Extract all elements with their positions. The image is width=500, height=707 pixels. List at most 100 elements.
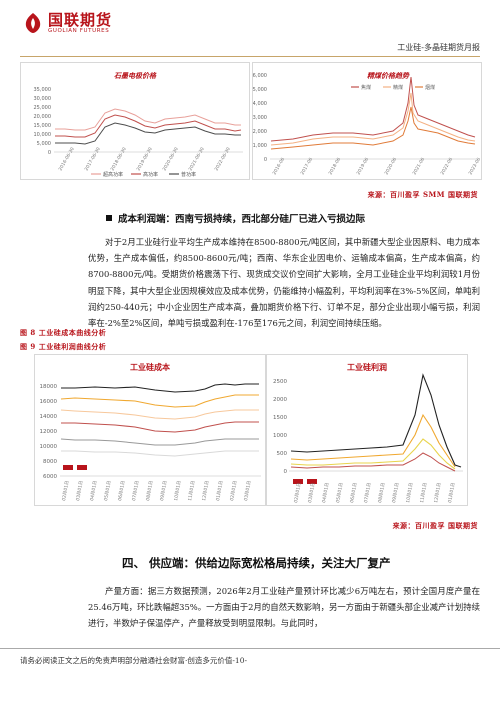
svg-text:1,000: 1,000 — [253, 143, 267, 149]
figure-caption: 图 9 工业硅利润曲线分析 — [20, 342, 107, 351]
svg-text:03月01日: 03月01日 — [307, 482, 316, 503]
svg-text:06月01日: 06月01日 — [349, 482, 358, 503]
svg-text:30,000: 30,000 — [34, 96, 52, 102]
svg-text:2019-06-30: 2019-06-30 — [136, 146, 154, 172]
svg-text:05月01日: 05月01日 — [335, 482, 344, 503]
series-line — [60, 438, 259, 446]
svg-text:2021-06: 2021-06 — [412, 157, 427, 176]
series-line — [61, 450, 259, 457]
svg-text:0: 0 — [48, 150, 51, 156]
footer-disclaimer: 请务必阅读正文之后的免责声明部分融通社会财富·创造多元价值-10- — [20, 656, 247, 665]
svg-text:08月01日: 08月01日 — [145, 480, 154, 501]
svg-text:6,000: 6,000 — [253, 73, 267, 79]
logo-mark-icon — [25, 13, 41, 33]
series-line — [290, 373, 462, 468]
svg-text:2023-06: 2023-06 — [468, 157, 481, 176]
logo-en-text: GUOLIAN FUTURES — [48, 28, 110, 34]
svg-text:4,000: 4,000 — [253, 101, 267, 107]
svg-text:2,000: 2,000 — [253, 129, 267, 135]
legend: 焦煤 精煤 烟煤 — [351, 84, 435, 91]
y-axis-ticks: 6,000 5,000 4,000 3,000 2,000 1,000 0 — [253, 73, 267, 163]
svg-text:烟煤: 烟煤 — [425, 84, 435, 91]
svg-text:5,000: 5,000 — [253, 87, 267, 93]
svg-text:10月01日: 10月01日 — [173, 480, 182, 501]
svg-text:02月01日: 02月01日 — [229, 480, 238, 501]
svg-text:09月01日: 09月01日 — [391, 482, 400, 503]
svg-text:16000: 16000 — [40, 399, 58, 405]
report-title: 工业硅-多晶硅期货月报 — [397, 43, 480, 52]
svg-text:2000: 2000 — [273, 397, 287, 403]
svg-text:12月01日: 12月01日 — [201, 480, 210, 501]
series-line — [270, 76, 476, 142]
svg-text:6000: 6000 — [43, 474, 57, 480]
svg-text:12000: 12000 — [40, 429, 58, 435]
legend-swatch — [77, 465, 87, 470]
company-logo: 国联期货 GUOLIAN FUTURES — [22, 12, 112, 34]
svg-text:500: 500 — [277, 451, 288, 457]
svg-text:12月01日: 12月01日 — [433, 482, 442, 503]
series-line — [290, 413, 456, 468]
svg-text:09月01日: 09月01日 — [159, 480, 168, 501]
svg-text:1000: 1000 — [273, 433, 287, 439]
svg-text:3,000: 3,000 — [253, 115, 267, 121]
y-axis-ticks: 18000 16000 14000 12000 10000 8000 6000 — [40, 384, 58, 480]
x-axis-ticks: 02月01日 03月01日 04月01日 05月01日 06月01日 07月01… — [293, 482, 456, 503]
footer-divider — [0, 648, 500, 649]
svg-text:03月01日: 03月01日 — [75, 480, 84, 501]
svg-text:11月01日: 11月01日 — [419, 482, 428, 503]
svg-text:2016-06-30: 2016-06-30 — [58, 146, 76, 172]
series-line — [55, 122, 241, 145]
chart-title: 工业硅成本 — [130, 362, 170, 372]
coking-coal-chart: 精煤价格趋势 焦煤 精煤 烟煤 6,000 5,000 4,000 3,000 … — [252, 62, 482, 180]
svg-text:20,000: 20,000 — [34, 114, 52, 120]
chart-title: 工业硅利润 — [347, 362, 387, 372]
svg-text:超高功率: 超高功率 — [103, 171, 123, 178]
y-axis-ticks: 2500 2000 1500 1000 500 0 — [273, 379, 288, 475]
svg-text:2017-06-30: 2017-06-30 — [84, 146, 102, 172]
graphite-electrode-chart: 石墨电极价格 35,000 30,000 25,000 20,000 15,00… — [20, 62, 250, 180]
legend: 超高功率 高功率 普功率 — [91, 171, 196, 178]
series-line — [61, 383, 259, 393]
figure-source: 来源：百川盈孚 国联期货 — [392, 521, 478, 530]
section-heading: 成本利润端：西南亏损持续，西北部分硅厂已进入亏损边际 — [106, 211, 365, 225]
svg-text:2019-06: 2019-06 — [356, 157, 371, 176]
bullet-icon — [106, 215, 112, 221]
svg-text:1500: 1500 — [273, 415, 287, 421]
svg-text:2018-06: 2018-06 — [328, 157, 343, 176]
x-axis-ticks: 2016-06-30 2017-06-30 2018-06-30 2019-06… — [58, 146, 232, 172]
section-title: 成本利润端：西南亏损持续，西北部分硅厂已进入亏损边际 — [118, 214, 366, 225]
svg-text:0: 0 — [264, 157, 267, 163]
series-line — [290, 438, 456, 470]
svg-text:5,000: 5,000 — [37, 141, 51, 147]
x-axis-ticks: 02月01日 03月01日 04月01日 05月01日 06月01日 07月01… — [61, 480, 252, 501]
svg-text:05月01日: 05月01日 — [103, 480, 112, 501]
svg-text:11月01日: 11月01日 — [187, 480, 196, 501]
svg-text:普功率: 普功率 — [181, 171, 196, 178]
svg-text:2017-06: 2017-06 — [300, 157, 315, 176]
chart-title: 石墨电极价格 — [114, 71, 157, 80]
svg-text:2018-06-30: 2018-06-30 — [110, 146, 128, 172]
svg-text:精煤: 精煤 — [393, 84, 403, 91]
figure-source: 来源：百川盈孚 SMM 国联期货 — [367, 190, 478, 199]
svg-text:06月01日: 06月01日 — [117, 480, 126, 501]
svg-text:02月01日: 02月01日 — [61, 480, 70, 501]
legend-swatch — [307, 479, 317, 484]
svg-text:2020-06: 2020-06 — [384, 157, 399, 176]
silicon-profit-chart: 工业硅利润 2500 2000 1500 1000 500 0 02月01日 0… — [266, 354, 468, 506]
svg-text:10000: 10000 — [40, 444, 58, 450]
series-line — [55, 114, 242, 138]
logo-cn-text: 国联期货 — [48, 11, 113, 29]
svg-text:8000: 8000 — [43, 459, 57, 465]
series-line — [270, 106, 476, 150]
silicon-cost-chart: 工业硅成本 18000 16000 14000 12000 10000 8000… — [34, 354, 266, 506]
series-line — [270, 92, 476, 146]
svg-text:08月01日: 08月01日 — [377, 482, 386, 503]
svg-text:01月01日: 01月01日 — [447, 482, 456, 503]
svg-text:04月01日: 04月01日 — [89, 480, 98, 501]
series-line — [61, 421, 259, 433]
svg-text:2021-06-30: 2021-06-30 — [188, 146, 206, 172]
svg-text:03月01日: 03月01日 — [243, 480, 252, 501]
chapter-title: 四、 供应端：供给边际宽松格局持续，关注大厂复产 — [122, 556, 391, 570]
x-axis-ticks: 2016-06 2017-06 2018-06 2019-06 2020-06 … — [272, 157, 483, 176]
y-axis-ticks: 35,000 30,000 25,000 20,000 15,000 10,00… — [34, 87, 52, 156]
